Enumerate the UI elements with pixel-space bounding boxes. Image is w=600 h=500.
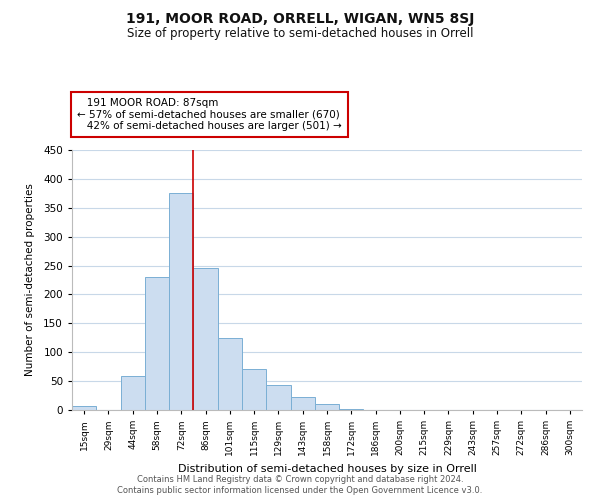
X-axis label: Distribution of semi-detached houses by size in Orrell: Distribution of semi-detached houses by … (178, 464, 476, 473)
Text: Contains public sector information licensed under the Open Government Licence v3: Contains public sector information licen… (118, 486, 482, 495)
Bar (193, 268, 218, 410)
Bar (266, 384, 290, 410)
Bar (121, 376, 145, 410)
Bar (145, 277, 169, 410)
Bar (242, 369, 266, 410)
Text: Size of property relative to semi-detached houses in Orrell: Size of property relative to semi-detach… (127, 28, 473, 40)
Bar (72, 406, 96, 410)
Text: 191, MOOR ROAD, ORRELL, WIGAN, WN5 8SJ: 191, MOOR ROAD, ORRELL, WIGAN, WN5 8SJ (126, 12, 474, 26)
Text: 191 MOOR ROAD: 87sqm
← 57% of semi-detached houses are smaller (670)
   42% of s: 191 MOOR ROAD: 87sqm ← 57% of semi-detac… (77, 98, 342, 131)
Y-axis label: Number of semi-detached properties: Number of semi-detached properties (25, 184, 35, 376)
Bar (339, 409, 364, 410)
Bar (315, 404, 339, 410)
Bar (290, 398, 315, 410)
Text: Contains HM Land Registry data © Crown copyright and database right 2024.: Contains HM Land Registry data © Crown c… (137, 475, 463, 484)
Bar (218, 338, 242, 410)
Bar (169, 194, 193, 410)
